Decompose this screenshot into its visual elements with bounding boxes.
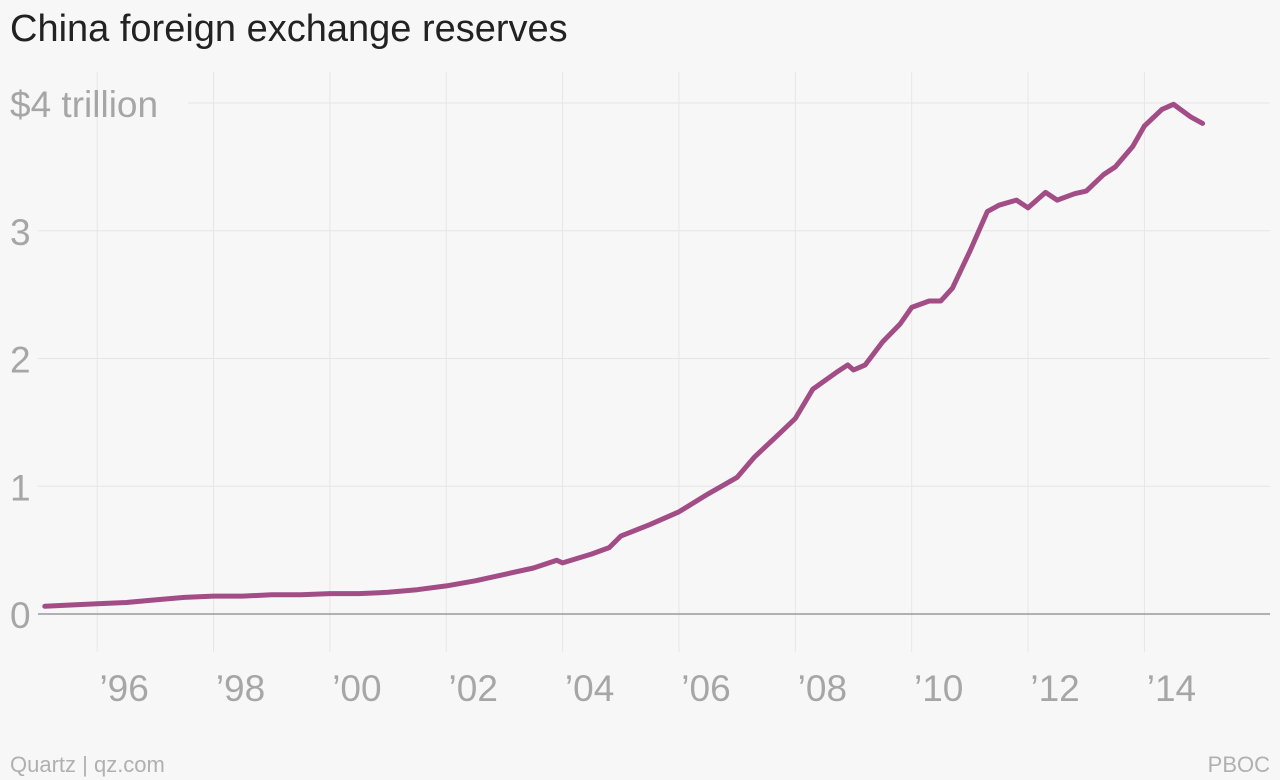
chart-title: China foreign exchange reserves — [10, 8, 568, 50]
y-tick-label: 0 — [10, 595, 31, 636]
series-layer — [42, 101, 1206, 609]
y-tick-label: 3 — [10, 212, 31, 253]
footer-data-source: PBOC — [1207, 752, 1270, 777]
y-tick-label: 2 — [10, 340, 31, 381]
x-tick-label: ’00 — [332, 668, 381, 709]
x-tick-label: ’96 — [99, 668, 148, 709]
y-tick-label: $4 trillion — [10, 84, 158, 125]
tick-labels: ’96 ’98 ’00 ’02 ’04 ’06 ’08 ’10 ’12 ’14 0 1 2 3 $4 tri… — [10, 84, 1196, 709]
gridlines — [38, 72, 1270, 652]
x-tick-label: ’02 — [449, 668, 498, 709]
x-tick-label: ’10 — [914, 668, 963, 709]
y-tick-label: 1 — [10, 467, 31, 508]
x-tick-label: ’08 — [798, 668, 847, 709]
x-tick-label: ’98 — [216, 668, 265, 709]
x-tick-label: ’04 — [565, 668, 614, 709]
x-tick-label: ’14 — [1147, 668, 1196, 709]
footer-source-credit: Quartz | qz.com — [10, 752, 165, 777]
x-tick-label: ’06 — [681, 668, 730, 709]
x-tick-label: ’12 — [1030, 668, 1079, 709]
series-line — [42, 101, 1206, 609]
